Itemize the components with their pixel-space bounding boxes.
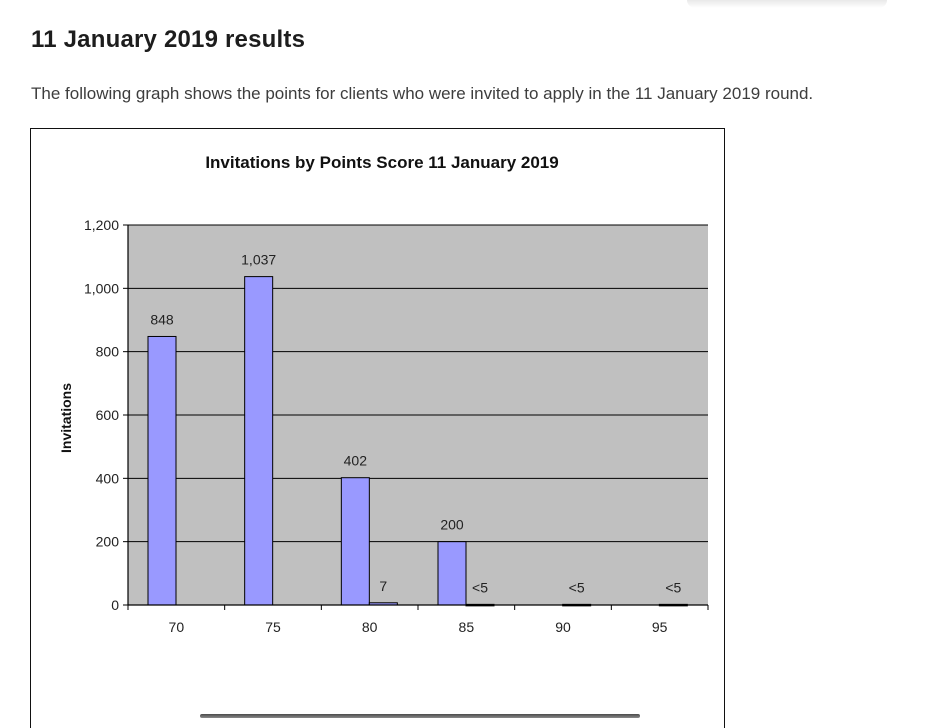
y-tick-label: 1,000 (84, 280, 119, 296)
bar-value-label: <5 (569, 579, 585, 595)
bar (437, 541, 467, 606)
intro-paragraph: The following graph shows the points for… (31, 84, 814, 103)
bar (244, 276, 274, 606)
bar (340, 477, 370, 606)
chart-title: Invitations by Points Score 11 January 2… (205, 153, 558, 172)
chart-container: Invitations by Points Score 11 January 2… (30, 128, 725, 728)
bar-chart: Invitations by Points Score 11 January 2… (58, 153, 709, 635)
page-title: 11 January 2019 results (31, 26, 306, 53)
bar-value-label: 200 (440, 517, 464, 533)
y-tick-label: 800 (96, 344, 120, 360)
y-axis-label: Invitations (58, 383, 74, 453)
scroll-indicator (200, 714, 640, 718)
y-tick-label: 400 (96, 470, 120, 486)
plot-area: 0 200 400 600 800 1,000 1,200 70 75 80 85 90 95 848 1,… (84, 217, 709, 635)
bar-value-label: 7 (379, 578, 387, 594)
y-tick-label: 1,200 (84, 217, 119, 233)
y-tick-label: 0 (111, 597, 119, 613)
x-tick-label: 90 (555, 619, 571, 635)
bar-value-label: <5 (472, 579, 488, 595)
top-shadow (687, 0, 887, 8)
bar (147, 335, 177, 606)
bar-value-label: 848 (150, 311, 174, 327)
x-tick-label: 85 (459, 619, 475, 635)
x-tick-label: 70 (169, 619, 185, 635)
y-tick-label: 600 (96, 407, 120, 423)
x-tick-label: 80 (362, 619, 378, 635)
x-tick-label: 95 (652, 619, 668, 635)
x-tick-label: 75 (265, 619, 281, 635)
bar-value-label: 402 (344, 453, 368, 469)
bar-value-label: 1,037 (241, 252, 276, 268)
y-tick-label: 200 (96, 534, 120, 550)
bar-value-label: <5 (665, 579, 681, 595)
